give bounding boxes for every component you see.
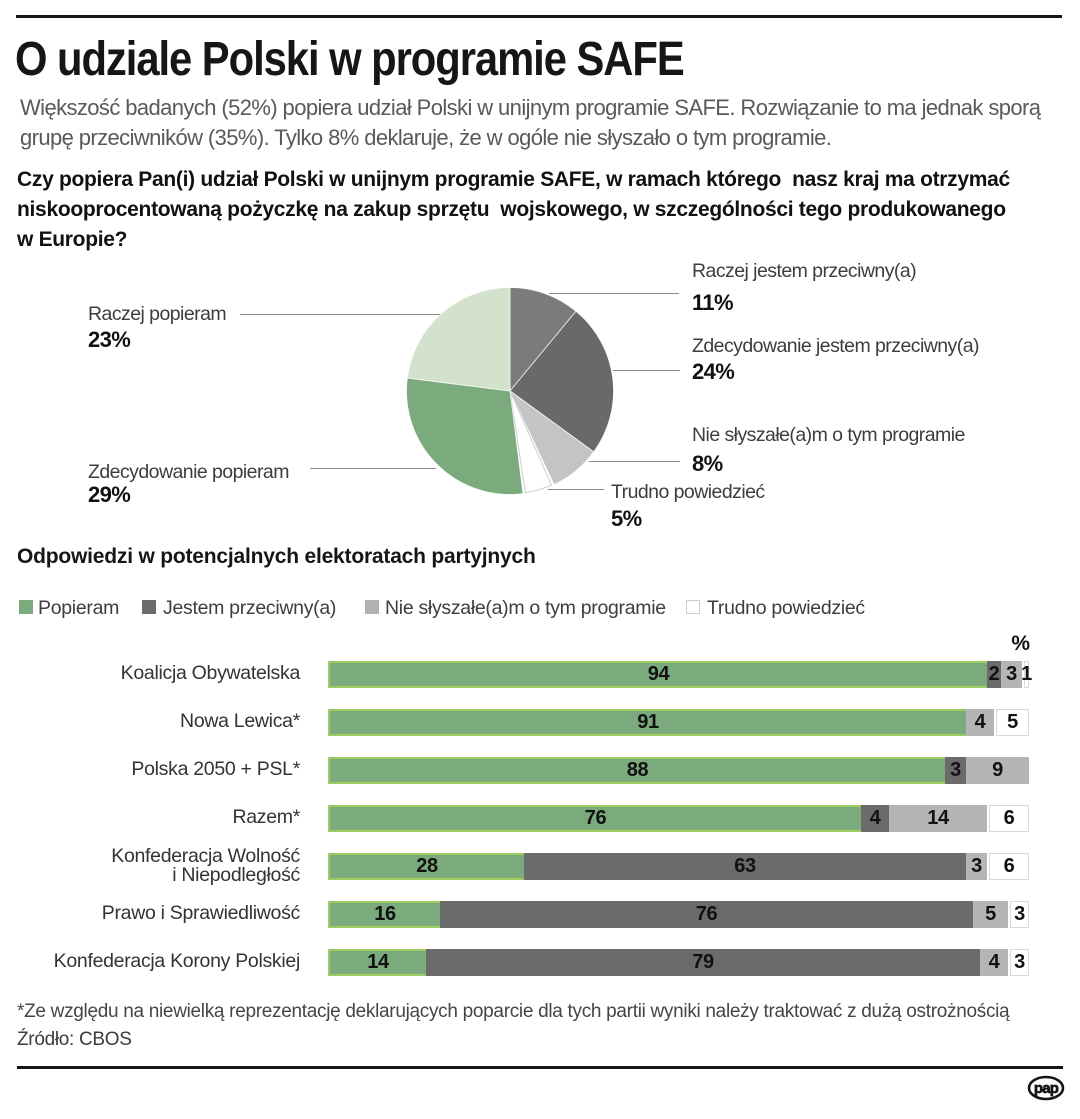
svg-text:pap: pap	[1034, 1080, 1059, 1097]
